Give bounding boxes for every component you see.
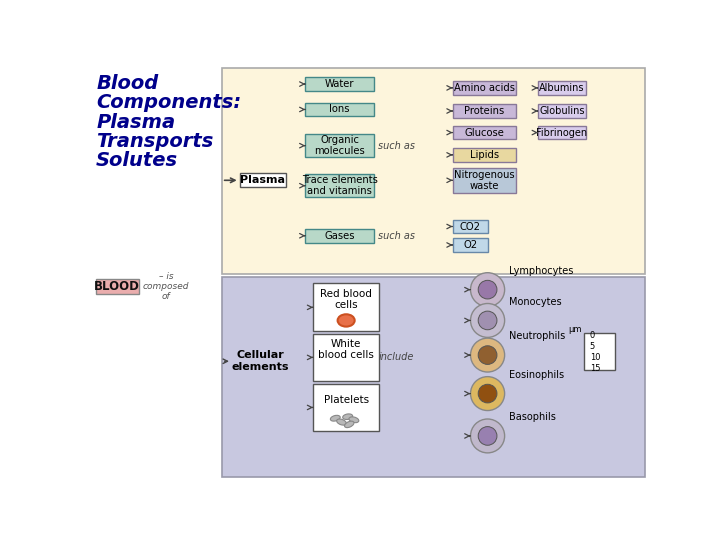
- Bar: [538, 126, 586, 139]
- Bar: [538, 104, 586, 118]
- Ellipse shape: [338, 314, 355, 327]
- Circle shape: [478, 280, 497, 299]
- Bar: [305, 103, 374, 117]
- Text: Trace elements
and vitamins: Trace elements and vitamins: [302, 175, 377, 197]
- Circle shape: [478, 346, 497, 365]
- Bar: [222, 68, 645, 274]
- Circle shape: [471, 419, 505, 453]
- Text: Proteins: Proteins: [464, 106, 505, 116]
- Text: Plasma: Plasma: [240, 176, 285, 185]
- Text: BLOOD: BLOOD: [94, 280, 140, 293]
- Bar: [96, 279, 139, 294]
- Text: Ions: Ions: [329, 104, 350, 114]
- Text: Basophils: Basophils: [508, 412, 555, 422]
- Text: Plasma: Plasma: [96, 112, 176, 132]
- Text: Water: Water: [325, 79, 354, 89]
- Text: Nitrogenous
waste: Nitrogenous waste: [454, 170, 515, 191]
- Text: Components:: Components:: [96, 93, 241, 112]
- Text: Neutrophils: Neutrophils: [508, 331, 564, 341]
- Bar: [453, 220, 487, 233]
- Text: Lipids: Lipids: [470, 150, 499, 160]
- Ellipse shape: [343, 414, 353, 420]
- Bar: [305, 77, 374, 91]
- Text: Eosinophils: Eosinophils: [508, 370, 564, 380]
- Text: Lymphocytes: Lymphocytes: [508, 266, 573, 276]
- Ellipse shape: [345, 421, 354, 428]
- Text: 10: 10: [590, 353, 600, 362]
- Text: Red blood
cells: Red blood cells: [320, 289, 372, 310]
- Circle shape: [471, 303, 505, 338]
- Circle shape: [471, 273, 505, 307]
- Bar: [585, 333, 616, 370]
- Bar: [222, 276, 645, 477]
- Text: Transports: Transports: [96, 132, 214, 151]
- Bar: [305, 229, 374, 242]
- Circle shape: [471, 338, 505, 372]
- Text: 0: 0: [590, 332, 595, 340]
- Text: 5: 5: [590, 342, 595, 351]
- Text: Platelets: Platelets: [323, 395, 369, 405]
- Text: such as: such as: [378, 231, 415, 241]
- Text: Albumins: Albumins: [539, 83, 585, 93]
- Text: Glucose: Glucose: [464, 127, 505, 138]
- Text: Gases: Gases: [324, 231, 355, 241]
- Text: include: include: [379, 353, 414, 362]
- Circle shape: [471, 377, 505, 410]
- Bar: [313, 284, 379, 331]
- Text: Amino acids: Amino acids: [454, 83, 515, 93]
- Text: such as: such as: [378, 140, 415, 151]
- Bar: [453, 238, 487, 252]
- Text: White
blood cells: White blood cells: [318, 339, 374, 361]
- Bar: [453, 168, 516, 193]
- Bar: [453, 148, 516, 162]
- Text: μm: μm: [569, 325, 582, 334]
- Text: O2: O2: [463, 240, 477, 250]
- Bar: [305, 134, 374, 157]
- Ellipse shape: [330, 415, 341, 421]
- Bar: [453, 81, 516, 95]
- Bar: [313, 334, 379, 381]
- Ellipse shape: [349, 417, 359, 423]
- Bar: [313, 383, 379, 431]
- Text: Globulins: Globulins: [539, 106, 585, 116]
- Text: – is
composed
of: – is composed of: [143, 272, 189, 301]
- Bar: [240, 173, 286, 187]
- Circle shape: [478, 311, 497, 330]
- Text: Cellular
elements: Cellular elements: [232, 350, 289, 372]
- Ellipse shape: [337, 419, 346, 425]
- Bar: [538, 81, 586, 95]
- Text: 15: 15: [590, 363, 600, 373]
- Bar: [305, 174, 374, 197]
- Bar: [453, 104, 516, 118]
- Text: Solutes: Solutes: [96, 151, 179, 170]
- Text: Blood: Blood: [96, 74, 158, 93]
- Text: Fibrinogen: Fibrinogen: [536, 127, 588, 138]
- Circle shape: [478, 384, 497, 403]
- Text: Monocytes: Monocytes: [508, 296, 561, 307]
- Text: Organic
molecules: Organic molecules: [314, 135, 365, 157]
- Text: CO2: CO2: [459, 221, 481, 232]
- Bar: [453, 126, 516, 139]
- Circle shape: [478, 427, 497, 446]
